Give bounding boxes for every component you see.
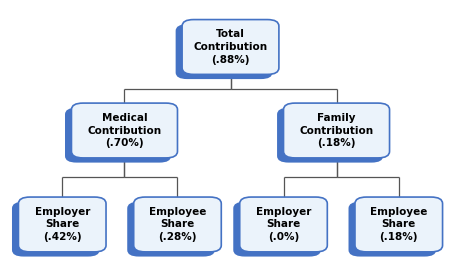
FancyBboxPatch shape: [127, 202, 215, 257]
Text: Employee
Share
(.28%): Employee Share (.28%): [149, 207, 206, 242]
Text: Employee
Share
(.18%): Employee Share (.18%): [370, 207, 427, 242]
FancyBboxPatch shape: [176, 24, 272, 79]
FancyBboxPatch shape: [233, 202, 321, 257]
FancyBboxPatch shape: [284, 103, 390, 158]
Text: Family
Contribution
(.18%): Family Contribution (.18%): [300, 113, 373, 148]
Text: Employer
Share
(.0%): Employer Share (.0%): [256, 207, 311, 242]
Text: Medical
Contribution
(.70%): Medical Contribution (.70%): [88, 113, 161, 148]
FancyBboxPatch shape: [355, 197, 443, 252]
Text: Total
Contribution
(.88%): Total Contribution (.88%): [194, 29, 267, 65]
FancyBboxPatch shape: [18, 197, 106, 252]
FancyBboxPatch shape: [65, 108, 171, 163]
FancyBboxPatch shape: [349, 202, 436, 257]
FancyBboxPatch shape: [71, 103, 177, 158]
FancyBboxPatch shape: [240, 197, 327, 252]
Text: Employer
Share
(.42%): Employer Share (.42%): [35, 207, 90, 242]
FancyBboxPatch shape: [277, 108, 383, 163]
FancyBboxPatch shape: [182, 20, 279, 74]
FancyBboxPatch shape: [12, 202, 100, 257]
FancyBboxPatch shape: [134, 197, 221, 252]
